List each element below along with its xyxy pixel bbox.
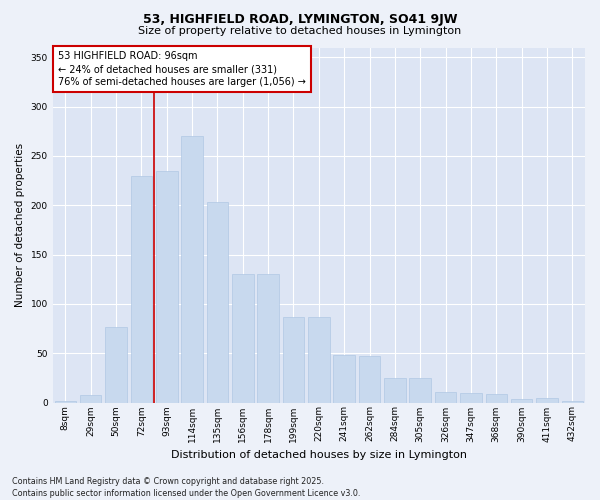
Bar — [384, 378, 406, 402]
Bar — [283, 316, 304, 402]
Text: 53, HIGHFIELD ROAD, LYMINGTON, SO41 9JW: 53, HIGHFIELD ROAD, LYMINGTON, SO41 9JW — [143, 12, 457, 26]
Text: Size of property relative to detached houses in Lymington: Size of property relative to detached ho… — [139, 26, 461, 36]
Bar — [409, 378, 431, 402]
Bar — [511, 398, 532, 402]
Bar — [156, 171, 178, 402]
Text: Contains HM Land Registry data © Crown copyright and database right 2025.
Contai: Contains HM Land Registry data © Crown c… — [12, 476, 361, 498]
Bar — [80, 394, 101, 402]
Bar — [562, 400, 583, 402]
Bar — [257, 274, 279, 402]
Bar — [435, 392, 457, 402]
Bar — [359, 356, 380, 403]
Bar — [334, 355, 355, 403]
X-axis label: Distribution of detached houses by size in Lymington: Distribution of detached houses by size … — [171, 450, 467, 460]
Bar — [232, 274, 254, 402]
Bar — [206, 202, 228, 402]
Bar — [536, 398, 558, 402]
Bar — [181, 136, 203, 402]
Bar — [460, 392, 482, 402]
Bar — [131, 176, 152, 402]
Y-axis label: Number of detached properties: Number of detached properties — [15, 143, 25, 307]
Bar — [105, 326, 127, 402]
Text: 53 HIGHFIELD ROAD: 96sqm
← 24% of detached houses are smaller (331)
76% of semi-: 53 HIGHFIELD ROAD: 96sqm ← 24% of detach… — [58, 51, 306, 88]
Bar — [485, 394, 507, 402]
Bar — [55, 400, 76, 402]
Bar — [308, 316, 329, 402]
